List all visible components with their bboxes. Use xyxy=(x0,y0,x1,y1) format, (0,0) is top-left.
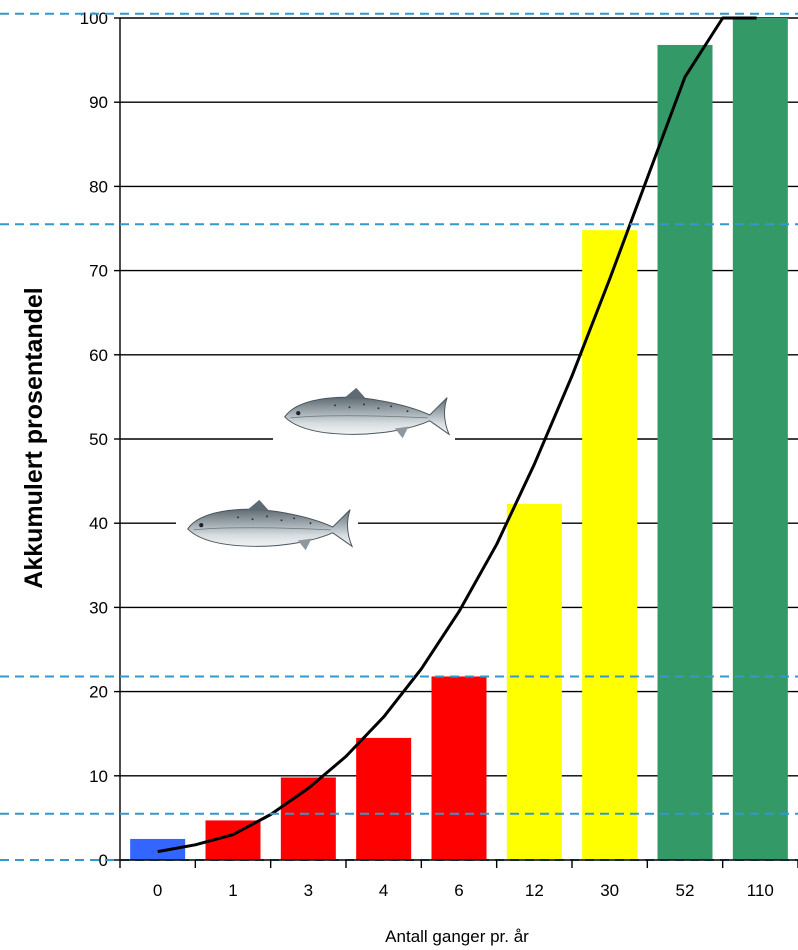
y-tick-label: 100 xyxy=(80,9,108,28)
salmon-icon xyxy=(273,384,455,446)
x-tick-label: 110 xyxy=(747,881,774,900)
x-tick-label: 52 xyxy=(676,881,695,900)
bar-4 xyxy=(356,737,412,860)
bar-12 xyxy=(506,503,562,860)
y-axis: 0 10 20 30 40 50 60 70 80 90 100 xyxy=(80,9,121,870)
x-tick-label: 1 xyxy=(228,881,237,900)
x-tick-label: 0 xyxy=(153,881,162,900)
y-tick-label: 30 xyxy=(89,598,108,617)
bar-0 xyxy=(130,838,186,860)
x-axis: 0 1 3 4 6 12 30 52 110 xyxy=(119,859,798,900)
x-tick-label: 4 xyxy=(379,881,388,900)
y-axis-title: Akkumulert prosentandel xyxy=(20,287,48,588)
trend-line xyxy=(157,16,757,854)
y-tick-label: 60 xyxy=(89,346,108,365)
y-tick-label: 50 xyxy=(89,430,108,449)
x-tick-label: 30 xyxy=(600,881,619,900)
y-tick-label: 20 xyxy=(89,683,108,702)
x-tick-label: 12 xyxy=(525,881,544,900)
x-tick-label: 6 xyxy=(454,881,463,900)
y-tick-label: 40 xyxy=(89,514,108,533)
y-tick-label: 90 xyxy=(89,93,108,112)
y-tick-label: 80 xyxy=(89,177,108,196)
x-axis-title: Antall ganger pr. år xyxy=(385,927,529,946)
bar-110 xyxy=(732,18,788,860)
bars xyxy=(130,18,788,861)
bar-6 xyxy=(431,676,487,860)
y-tick-label: 0 xyxy=(99,851,108,870)
y-tick-label: 70 xyxy=(89,262,108,281)
trend-curve xyxy=(157,16,757,854)
bar-52 xyxy=(657,44,713,861)
bar-30 xyxy=(582,230,638,860)
salmon-icon xyxy=(176,496,358,558)
bar-3 xyxy=(280,777,336,860)
y-tick-label: 10 xyxy=(89,767,108,786)
x-tick-label: 3 xyxy=(304,881,313,900)
